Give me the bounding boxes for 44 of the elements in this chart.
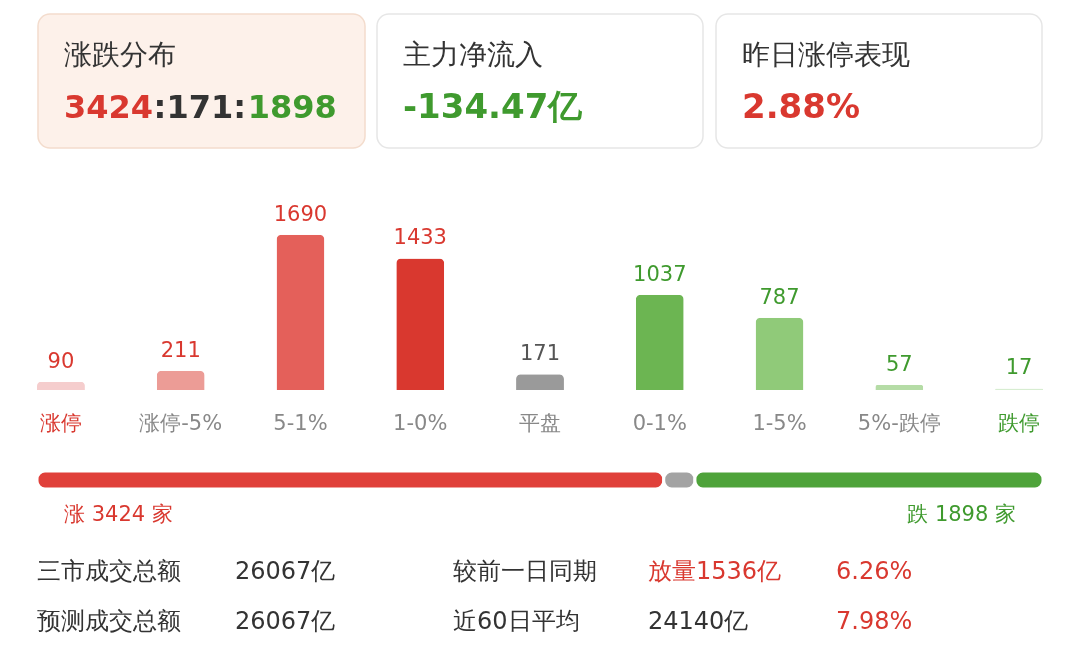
data-label: 1690 — [273, 201, 328, 226]
text: 涨跌分布 — [64, 38, 176, 71]
text: 主力净流入 — [403, 38, 543, 71]
text: 近60日平均 — [453, 607, 580, 635]
text: 26067亿 — [235, 557, 336, 585]
text: 2.88% — [742, 86, 860, 126]
data-label: 17 — [1005, 355, 1033, 380]
data-label: 211 — [160, 337, 201, 362]
text: -134.47亿 — [403, 86, 584, 126]
bar — [156, 370, 205, 390]
bar — [37, 381, 85, 390]
text: 24140亿 — [648, 607, 749, 635]
bar — [396, 258, 445, 390]
x-tick-label: 5%-跌停 — [857, 410, 941, 435]
x-tick-label: 涨停-5% — [139, 410, 223, 435]
x-tick-label: 1-5% — [752, 410, 807, 435]
text: 放量1536亿 — [648, 557, 782, 585]
data-label: 787 — [759, 284, 800, 309]
data-label: 171 — [519, 341, 561, 366]
bar — [875, 384, 924, 390]
x-tick-label: 1-0% — [393, 410, 448, 435]
x-tick-label: 5-1% — [273, 410, 328, 435]
text: 26067亿 — [235, 607, 336, 635]
bar — [276, 234, 325, 390]
text: 涨 3424 家 — [64, 502, 173, 526]
text: 昨日涨停表现 — [742, 38, 910, 71]
bar — [755, 317, 804, 390]
text: 6.26% — [836, 557, 913, 585]
data-label: 57 — [885, 351, 913, 376]
data-label: 90 — [47, 348, 75, 373]
x-tick-label: 跌停 — [998, 410, 1041, 435]
x-tick-label: 涨停 — [39, 410, 82, 435]
bar — [635, 294, 684, 390]
x-tick-label: 平盘 — [519, 410, 561, 435]
x-tick-label: 0-1% — [632, 410, 687, 435]
text: 较前一日同期 — [453, 557, 597, 585]
text: 3424:171:1898 — [64, 88, 337, 126]
data-label: 1433 — [393, 225, 447, 250]
text: 预测成交总额 — [37, 607, 181, 635]
text: 跌 1898 家 — [907, 502, 1016, 526]
text: 三市成交总额 — [37, 557, 181, 585]
text: 7.98% — [836, 607, 913, 635]
data-label: 1037 — [633, 261, 687, 286]
bar — [516, 374, 564, 390]
